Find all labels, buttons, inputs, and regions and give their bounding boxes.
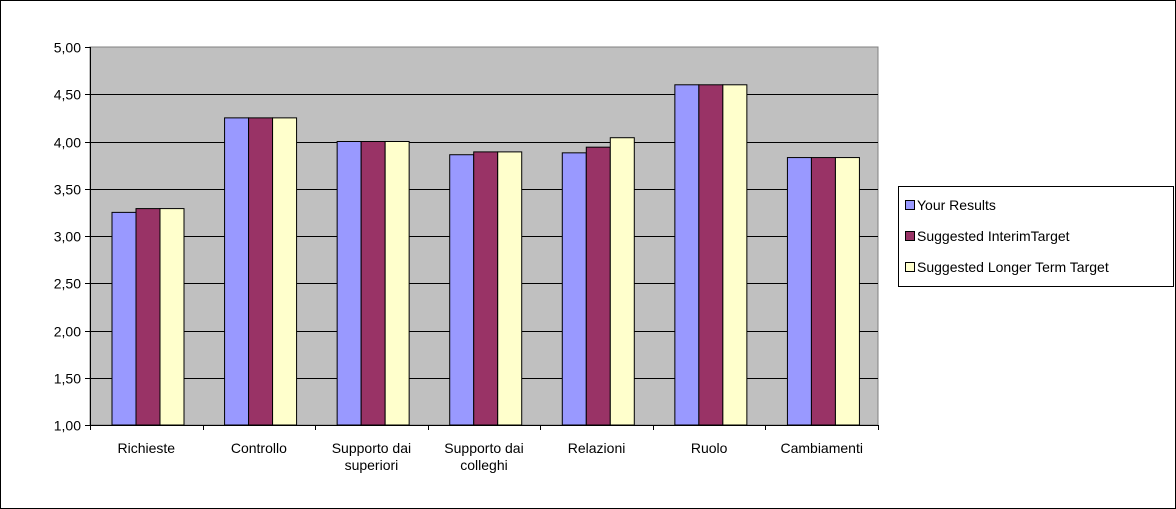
bar-suggested-longer-term-target [722,84,748,426]
legend-box [898,186,1174,287]
bar-your-results [111,211,137,426]
bar-suggested-interimtarget [698,84,724,426]
bar-your-results [224,117,250,426]
y-tick-label: 2,00 [54,324,81,340]
bar-your-results [336,141,362,426]
x-category-label: Ruolo [691,440,728,456]
legend: Your Results Suggested InterimTarget Sugge… [898,186,1174,287]
legend-entry: Your Results [917,197,996,213]
y-tick-label: 3,00 [54,229,81,245]
bar-suggested-interimtarget [135,208,161,426]
bar-suggested-longer-term-target [384,141,410,426]
y-tick-label: 4,50 [54,87,81,103]
bar-suggested-longer-term-target [272,117,298,426]
x-category-label: Controllo [231,440,287,456]
y-tick-label: 1,50 [54,371,81,387]
bar-your-results [449,154,475,426]
y-tick-label: 2,50 [54,276,81,292]
bar-your-results [561,152,587,426]
x-category-label: Cambiamenti [780,440,862,456]
legend-entry: Suggested InterimTarget [917,228,1070,244]
y-tick-label: 3,50 [54,182,81,198]
y-tick-label: 4,00 [54,135,81,151]
x-category-label: Supporto dai superiori [332,440,411,473]
bar-suggested-longer-term-target [159,208,185,426]
x-category-label: Relazioni [568,440,626,456]
bar-your-results [674,84,700,426]
y-tick-label: 1,00 [54,418,81,434]
bar-suggested-interimtarget [585,146,611,426]
legend-entry: Suggested Longer Term Target [917,259,1109,275]
bar-suggested-interimtarget [810,157,836,426]
bar-suggested-interimtarget [360,141,386,426]
bar-suggested-interimtarget [248,117,274,426]
x-category-label: Supporto dai colleghi [444,440,523,473]
legend-swatch [905,200,915,210]
plot-area: 1,00 1,50 2,00 2,50 3,00 3,50 4,00 4,50 5,00 Rich… [54,40,879,473]
bar-suggested-longer-term-target [834,157,860,426]
bar-suggested-longer-term-target [497,151,523,426]
legend-swatch [905,231,915,241]
legend-swatch [905,262,915,272]
bar-your-results [786,157,812,426]
y-tick-label: 5,00 [54,40,81,56]
bar-suggested-longer-term-target [609,137,635,426]
x-category-label: Richieste [117,440,175,456]
bar-suggested-interimtarget [473,151,499,426]
